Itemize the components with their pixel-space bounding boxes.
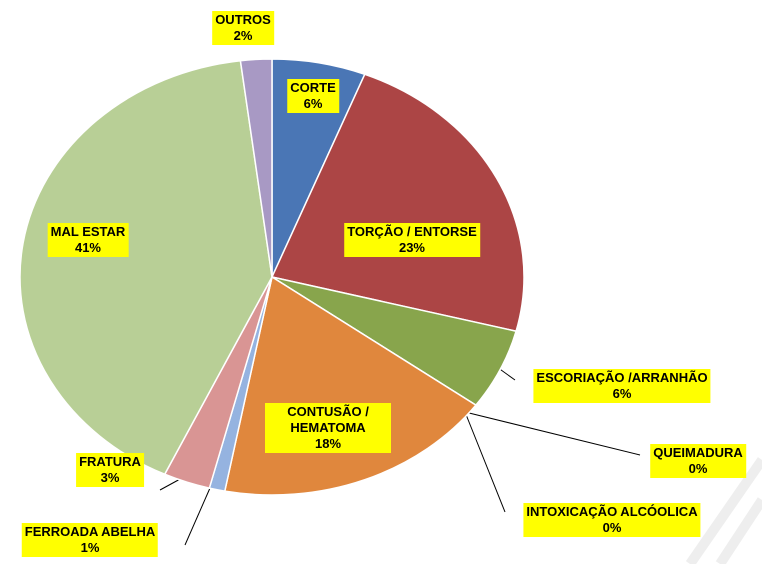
category-label: FRATURA	[79, 454, 141, 469]
category-label: ESCORIAÇÃO /ARRANHÃO	[536, 370, 708, 385]
category-label: OUTROS	[215, 12, 271, 27]
background-stripes	[685, 457, 762, 564]
pie-slice	[270, 73, 525, 333]
data-label: INTOXICAÇÃO ALCÓOLICA 0%	[523, 503, 701, 537]
category-label: TORÇÃO / ENTORSE	[347, 224, 477, 239]
data-label: TORÇÃO / ENTORSE 23%	[344, 223, 480, 257]
value-label: 0%	[688, 461, 708, 476]
value-label: 0%	[602, 520, 622, 535]
value-label: 3%	[100, 470, 120, 485]
value-label: 6%	[612, 386, 632, 401]
value-label: 23%	[398, 240, 426, 255]
value-label: 1%	[80, 540, 100, 555]
data-label: CONTUSÃO / HEMATOMA 18%	[265, 403, 391, 453]
pie-slice	[19, 59, 273, 476]
data-label: ESCORIAÇÃO /ARRANHÃO 6%	[533, 369, 711, 403]
pie-slice	[239, 58, 273, 278]
slices	[19, 58, 525, 496]
value-label: 18%	[314, 436, 342, 451]
data-label: FERROADA ABELHA 1%	[21, 523, 159, 557]
data-label: FRATURA 3%	[76, 453, 144, 487]
value-label: 2%	[233, 28, 253, 43]
data-label: QUEIMADURA 0%	[650, 444, 746, 478]
data-label: CORTE 6%	[287, 79, 339, 113]
category-label: MAL ESTAR	[50, 224, 126, 239]
category-label: CORTE	[290, 80, 336, 95]
category-label: CONTUSÃO / HEMATOMA	[287, 404, 369, 435]
data-label: MAL ESTAR 41%	[47, 223, 129, 257]
category-label: INTOXICAÇÃO ALCÓOLICA	[526, 504, 698, 519]
category-label: QUEIMADURA	[653, 445, 743, 460]
value-label: 41%	[74, 240, 102, 255]
value-label: 6%	[303, 96, 323, 111]
category-label: FERROADA ABELHA	[24, 524, 156, 539]
data-label: OUTROS 2%	[212, 11, 274, 45]
